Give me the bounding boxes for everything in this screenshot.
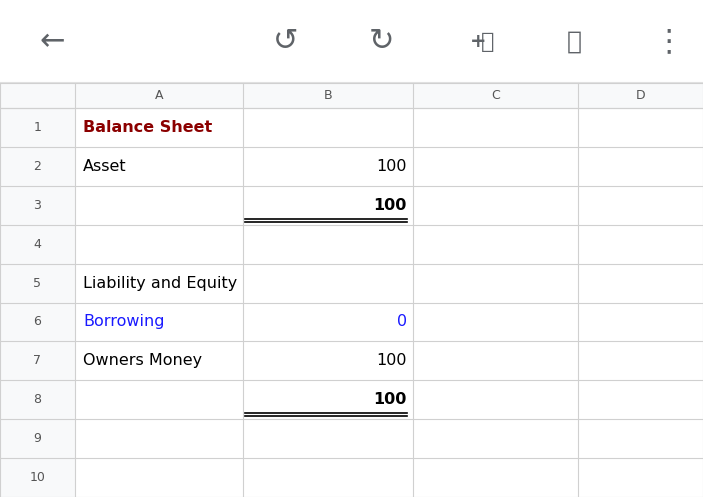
Text: A: A bbox=[155, 89, 163, 102]
Text: Balance Sheet: Balance Sheet bbox=[83, 120, 212, 135]
Text: D: D bbox=[636, 89, 645, 102]
Text: 8: 8 bbox=[34, 393, 41, 406]
Text: +: + bbox=[470, 32, 486, 51]
Text: ↻: ↻ bbox=[368, 27, 394, 56]
Text: Borrowing: Borrowing bbox=[83, 315, 165, 330]
Text: ←: ← bbox=[39, 27, 65, 56]
Text: Liability and Equity: Liability and Equity bbox=[83, 275, 237, 291]
Text: 👤: 👤 bbox=[482, 31, 495, 52]
Text: Owners Money: Owners Money bbox=[83, 353, 202, 368]
Text: C: C bbox=[491, 89, 500, 102]
Text: ↺: ↺ bbox=[273, 27, 299, 56]
Text: 4: 4 bbox=[34, 238, 41, 250]
Text: 100: 100 bbox=[373, 198, 407, 213]
Text: 6: 6 bbox=[34, 316, 41, 329]
Text: 5: 5 bbox=[34, 276, 41, 290]
Text: 100: 100 bbox=[377, 159, 407, 174]
Text: ⋮: ⋮ bbox=[654, 27, 684, 56]
Text: 7: 7 bbox=[34, 354, 41, 367]
Text: 9: 9 bbox=[34, 432, 41, 445]
Text: 1: 1 bbox=[34, 121, 41, 134]
Text: 10: 10 bbox=[30, 471, 46, 484]
Text: 3: 3 bbox=[34, 199, 41, 212]
Bar bbox=[0, 83, 703, 108]
Text: 💬: 💬 bbox=[567, 29, 581, 54]
Text: 100: 100 bbox=[373, 392, 407, 407]
Text: Asset: Asset bbox=[83, 159, 127, 174]
Bar bbox=[0, 108, 75, 497]
Text: 0: 0 bbox=[397, 315, 407, 330]
Text: B: B bbox=[323, 89, 333, 102]
Text: 2: 2 bbox=[34, 160, 41, 173]
Text: 100: 100 bbox=[377, 353, 407, 368]
